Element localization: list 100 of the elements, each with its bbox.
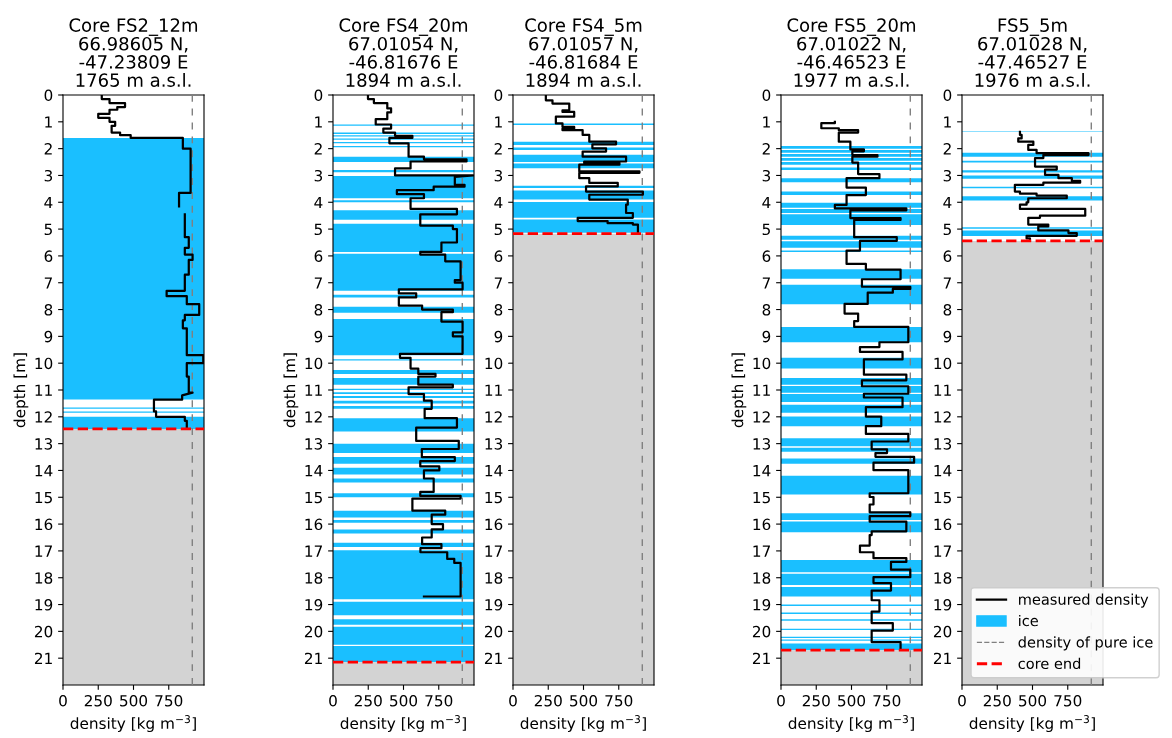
y-tick-label: 16 [753,518,771,531]
x-tick-label: 750 [425,694,453,707]
y-tick-label: 21 [933,652,951,664]
y-tick-label: 6 [762,250,771,262]
x-tick-label: 250 [84,694,112,707]
y-tick-label: 20 [304,625,323,638]
y-tick-label: 13 [35,438,53,450]
x-tick-label: 0 [958,694,966,707]
y-tick-label: 9 [44,330,53,343]
y-axis-title: depth [m] [731,353,747,428]
y-tick-label: 12 [485,411,502,423]
y-tick-label: 7 [762,277,770,289]
y-tick-label: 0 [762,89,771,102]
y-tick-label: 11 [485,384,502,396]
y-tick-label: 9 [494,330,503,343]
y-tick-label: 6 [494,250,503,262]
y-tick-label: 14 [934,465,952,477]
y-tick-label: 14 [753,465,771,477]
y-tick-label: 15 [35,491,52,504]
y-tick-label: 10 [305,357,323,370]
y-tick-label: 13 [753,438,771,450]
y-tick-label: 8 [314,304,323,316]
y-tick-label: 0 [314,89,323,102]
y-tick-label: 20 [933,625,952,638]
y-tick-label: 19 [753,599,771,611]
y-tick-label: 16 [35,518,53,531]
y-tick-label: 11 [305,384,322,396]
y-tick-label: 4 [494,196,503,209]
x-axis-title: density [kg m$^{−3}$] [340,715,466,733]
y-tick-label: 7 [44,277,52,289]
x-tick-label: 250 [354,694,382,707]
x-tick-label: 750 [873,694,901,707]
y-tick-label: 17 [305,545,322,557]
y-tick-label: 3 [44,169,53,182]
y-tick-label: 10 [485,357,503,370]
y-tick-label: 14 [35,465,53,477]
y-tick-label: 7 [494,277,502,289]
y-tick-label: 4 [943,196,952,209]
x-tick-label: 750 [605,694,633,707]
y-tick-label: 2 [314,143,322,155]
y-tick-label: 15 [305,491,322,504]
x-tick-label: 250 [983,694,1011,707]
x-tick-label: 500 [120,694,148,707]
y-tick-label: 16 [305,518,323,531]
y-tick-label: 16 [934,518,952,531]
y-tick-label: 7 [314,277,322,289]
line-series [820,120,916,651]
x-axis-title: density [kg m$^{−3}$] [520,715,646,733]
y-tick-label: 0 [44,89,53,102]
y-tick-label: 20 [34,625,53,638]
y-tick-label: 10 [934,357,952,370]
y-tick-label: 18 [934,572,952,584]
y-tick-label: 17 [753,545,770,557]
legend-label: ice [1019,614,1038,627]
y-tick-label: 5 [314,223,322,236]
y-tick-label: 9 [314,330,323,343]
y-tick-label: 15 [934,491,951,504]
y-tick-label: 13 [485,438,503,450]
y-tick-label: 6 [943,250,952,262]
y-tick-label: 5 [494,223,502,236]
y-tick-label: 11 [35,384,52,396]
chart-title: FS5_5m 67.01028 N, -47.46527 E 1976 m a.s.l. [975,18,1090,87]
y-tick-label: 2 [762,143,770,155]
y-tick-label: 18 [35,572,53,584]
y-tick-label: 2 [44,143,52,155]
line-series [1013,130,1090,242]
y-tick-label: 14 [485,465,503,477]
x-tick-label: 250 [534,694,562,707]
y-tick-label: 6 [44,250,53,262]
y-tick-label: 11 [934,384,951,396]
ref-line-label: density of pure ice [1018,636,1153,651]
x-tick-label: 750 [155,694,183,707]
x-tick-label: 750 [1054,694,1082,707]
y-tick-label: 6 [314,250,323,262]
y-tick-label: 3 [314,169,323,182]
y-tick-label: 18 [305,572,323,584]
y-tick-label: 4 [44,196,53,209]
y-tick-label: 1 [763,116,770,128]
y-tick-label: 3 [943,169,952,182]
y-tick-label: 1 [495,116,502,128]
y-tick-label: 12 [753,411,770,423]
y-tick-label: 2 [494,143,502,155]
y-tick-label: 0 [494,89,503,102]
x-tick-label: 500 [570,694,598,707]
y-tick-label: 19 [485,599,503,611]
chart-title: Core FS4_5m 67.01057 N, -46.81684 E 1894 m a.s.l. [525,18,642,87]
y-tick-label: 7 [943,277,951,289]
y-tick-label: 21 [484,652,502,664]
y-tick-label: 20 [484,625,503,638]
y-tick-label: 15 [753,491,770,504]
x-tick-label: 0 [59,694,67,707]
y-tick-label: 1 [45,116,52,128]
y-tick-label: 12 [934,411,951,423]
y-tick-label: 4 [762,196,771,209]
chart-title: Core FS2_12m 66.98605 N, -47.23809 E 1765 m a.s.l. [69,18,198,87]
x-tick-label: 500 [390,694,418,707]
x-axis-title: density [kg m$^{−3}$] [70,715,196,733]
y-tick-label: 1 [315,116,322,128]
x-tick-label: 500 [1019,694,1047,707]
y-tick-label: 9 [943,330,952,343]
